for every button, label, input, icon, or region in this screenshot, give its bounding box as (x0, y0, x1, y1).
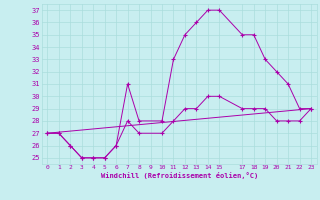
X-axis label: Windchill (Refroidissement éolien,°C): Windchill (Refroidissement éolien,°C) (100, 172, 258, 179)
